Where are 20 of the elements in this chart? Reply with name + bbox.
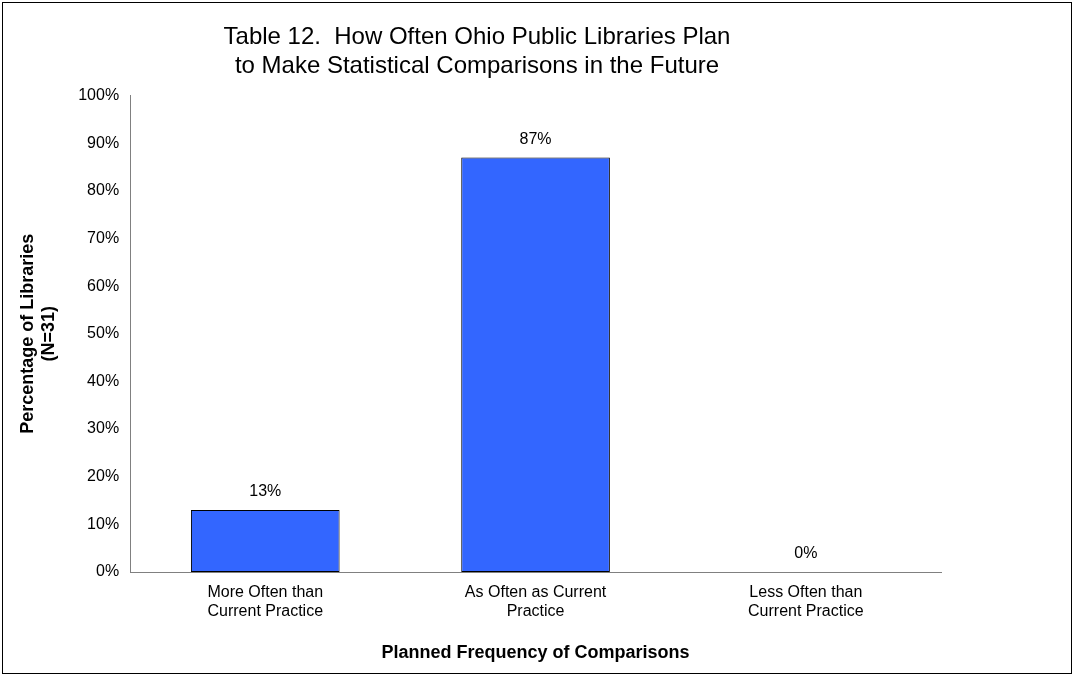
y-tick-label: 60% xyxy=(87,276,120,294)
y-tick-label: 40% xyxy=(87,371,120,389)
x-tick-label: As Often as Current Practice xyxy=(464,583,607,620)
y-tick-label: 0% xyxy=(96,562,120,580)
y-tick-label: 20% xyxy=(87,467,120,485)
y-tick-label: 30% xyxy=(87,419,120,437)
y-tick-label: 10% xyxy=(87,514,120,532)
y-tick-label: 90% xyxy=(87,133,120,151)
x-tick-label: More Often than Current Practice xyxy=(207,583,324,620)
y-axis-title: Percentage of Libraries (N=31) xyxy=(16,233,59,434)
y-tick-label: 100% xyxy=(78,86,120,104)
x-tick-label: Less Often than Current Practice xyxy=(748,583,864,620)
data-label: 0% xyxy=(794,544,818,562)
y-tick-label: 80% xyxy=(87,181,120,199)
data-label: 13% xyxy=(249,482,282,500)
chart-title: Table 12. How Often Ohio Public Libraries Plan to Make Statistical Comparisons in the Future xyxy=(223,22,731,78)
x-axis-title: Planned Frequency of Comparisons xyxy=(381,642,690,663)
data-label: 87% xyxy=(519,129,552,147)
y-tick-label: 50% xyxy=(87,324,120,342)
y-tick-label: 70% xyxy=(87,228,120,246)
